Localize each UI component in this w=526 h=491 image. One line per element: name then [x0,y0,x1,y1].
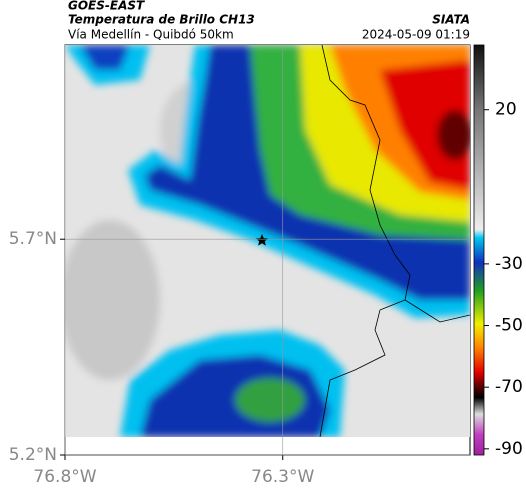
colorbar [473,44,485,456]
caption: Vía Medellín - Quibdó 50km [68,28,234,42]
title: GOES-EAST [68,0,145,13]
colorbar-tick-label: -90 [495,439,523,459]
colorbar-tick-label: -70 [495,377,523,397]
subtitle: Temperatura de Brillo CH13 [68,13,255,27]
y-tick-label: 5.7°N [9,229,57,249]
y-tick-label: 5.2°N [9,445,57,465]
colorbar-tick-label: 20 [495,100,517,120]
x-tick-label: 76.8°W [33,467,96,487]
location-marker [255,234,269,246]
source: SIATA [432,13,470,27]
x-tick-label: 76.3°W [251,467,314,487]
colorbar-tick-label: -50 [495,316,523,336]
satellite-image [65,45,470,437]
timestamp: 2024-05-09 01:19 [362,28,470,42]
colorbar-tick-label: -30 [495,254,523,274]
